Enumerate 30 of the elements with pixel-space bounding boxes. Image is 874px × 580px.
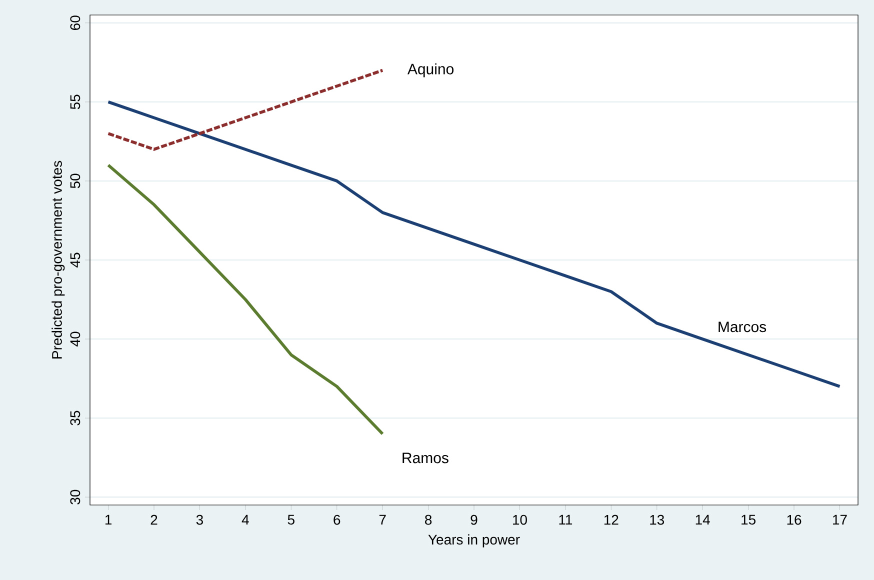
x-tick-label: 6 xyxy=(334,514,340,525)
x-axis-title: Years in power xyxy=(428,534,520,548)
x-tick-label: 1 xyxy=(105,514,112,524)
x-tick-label: 5 xyxy=(288,514,294,525)
y-tick-label: 50 xyxy=(70,174,80,188)
x-tick-label: 7 xyxy=(379,514,386,524)
y-tick-label: 35 xyxy=(70,410,80,426)
y-tick-label: 45 xyxy=(70,252,80,268)
y-tick-label: 55 xyxy=(70,94,80,110)
y-tick-label: 30 xyxy=(70,490,80,504)
y-tick-label: 60 xyxy=(70,16,80,30)
y-axis-title: Predicted pro-government votes xyxy=(52,160,65,358)
x-tick-label: 2 xyxy=(150,514,158,525)
x-tick-label: 3 xyxy=(196,514,203,525)
x-tick-label: 13 xyxy=(650,514,664,525)
series-label: Ramos xyxy=(402,452,448,464)
series-label: Aquino xyxy=(407,63,454,78)
x-tick-label: 16 xyxy=(787,514,802,525)
x-tick-label: 9 xyxy=(470,514,478,525)
line-series xyxy=(106,164,384,436)
x-tick-label: 17 xyxy=(833,514,847,524)
x-tick-label: 14 xyxy=(696,514,710,524)
series-label: Marcos xyxy=(718,322,766,332)
x-tick-label: 8 xyxy=(425,514,432,525)
x-tick-label: 12 xyxy=(604,514,618,525)
x-tick-label: 10 xyxy=(513,514,527,525)
x-tick-label: 15 xyxy=(742,514,756,525)
y-tick-label: 40 xyxy=(70,332,80,346)
x-tick-label: 11 xyxy=(559,514,572,524)
x-tick-label: 4 xyxy=(242,514,249,524)
